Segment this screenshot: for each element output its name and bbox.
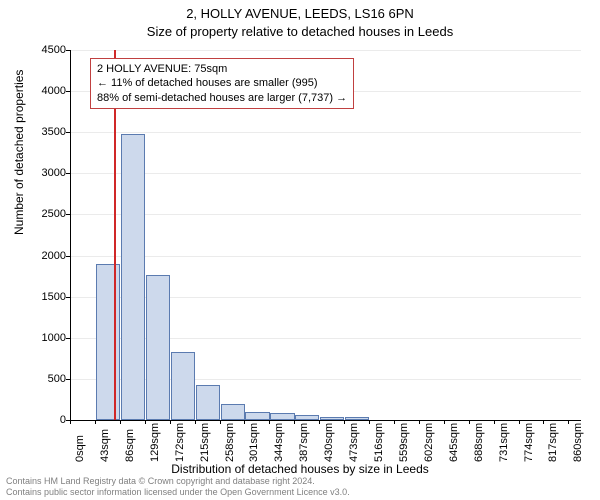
xtick-label: 688sqm (473, 423, 485, 462)
xtick-mark (220, 420, 221, 424)
ytick-label: 2500 (6, 208, 66, 220)
gridline (71, 132, 581, 133)
xtick-label: 43sqm (99, 429, 111, 462)
xtick-label: 344sqm (273, 423, 285, 462)
xtick-label: 430sqm (323, 423, 335, 462)
xtick-label: 774sqm (523, 423, 535, 462)
annotation-line2: ← 11% of detached houses are smaller (99… (97, 76, 347, 90)
histogram-bar (221, 404, 245, 420)
xtick-label: 731sqm (498, 423, 510, 462)
xtick-label: 473sqm (348, 423, 360, 462)
xtick-mark (120, 420, 121, 424)
xtick-label: 516sqm (373, 423, 385, 462)
footer-line1: Contains HM Land Registry data © Crown c… (6, 476, 350, 487)
xtick-mark (170, 420, 171, 424)
xtick-mark (145, 420, 146, 424)
xtick-label: 817sqm (547, 423, 559, 462)
xtick-label: 645sqm (448, 423, 460, 462)
chart-title-line2: Size of property relative to detached ho… (0, 24, 600, 39)
gridline (71, 256, 581, 257)
xtick-mark (294, 420, 295, 424)
histogram-bar (146, 275, 170, 420)
xtick-label: 215sqm (199, 423, 211, 462)
ytick-label: 2000 (6, 250, 66, 262)
xtick-mark (195, 420, 196, 424)
xtick-mark (444, 420, 445, 424)
histogram-bar (320, 417, 344, 420)
gridline (71, 50, 581, 51)
histogram-bar (171, 352, 195, 420)
xtick-mark (568, 420, 569, 424)
histogram-bar (345, 417, 369, 420)
x-axis-label: Distribution of detached houses by size … (0, 462, 600, 476)
ytick-mark (66, 379, 70, 380)
ytick-mark (66, 50, 70, 51)
footer-attribution: Contains HM Land Registry data © Crown c… (6, 476, 350, 498)
annotation-line1: 2 HOLLY AVENUE: 75sqm (97, 62, 347, 76)
xtick-mark (494, 420, 495, 424)
ytick-label: 0 (6, 414, 66, 426)
xtick-mark (269, 420, 270, 424)
xtick-mark (369, 420, 370, 424)
histogram-bar (245, 412, 269, 420)
histogram-bar (270, 413, 294, 420)
ytick-label: 4000 (6, 85, 66, 97)
ytick-label: 500 (6, 373, 66, 385)
ytick-mark (66, 91, 70, 92)
xtick-mark (95, 420, 96, 424)
ytick-label: 3500 (6, 126, 66, 138)
xtick-label: 559sqm (398, 423, 410, 462)
xtick-label: 129sqm (149, 423, 161, 462)
xtick-label: 0sqm (74, 435, 86, 462)
xtick-mark (244, 420, 245, 424)
xtick-label: 172sqm (174, 423, 186, 462)
gridline (71, 173, 581, 174)
xtick-label: 258sqm (224, 423, 236, 462)
xtick-label: 387sqm (298, 423, 310, 462)
xtick-mark (419, 420, 420, 424)
ytick-mark (66, 338, 70, 339)
histogram-chart: 2, HOLLY AVENUE, LEEDS, LS16 6PN Size of… (0, 0, 600, 500)
chart-title-line1: 2, HOLLY AVENUE, LEEDS, LS16 6PN (0, 6, 600, 21)
annotation-box: 2 HOLLY AVENUE: 75sqm ← 11% of detached … (90, 58, 354, 109)
xtick-label: 301sqm (248, 423, 260, 462)
xtick-label: 86sqm (124, 429, 136, 462)
ytick-mark (66, 214, 70, 215)
ytick-label: 1500 (6, 291, 66, 303)
ytick-label: 4500 (6, 44, 66, 56)
xtick-mark (70, 420, 71, 424)
xtick-mark (543, 420, 544, 424)
ytick-label: 3000 (6, 167, 66, 179)
ytick-mark (66, 132, 70, 133)
xtick-mark (469, 420, 470, 424)
ytick-mark (66, 297, 70, 298)
xtick-mark (519, 420, 520, 424)
gridline (71, 214, 581, 215)
xtick-mark (394, 420, 395, 424)
xtick-mark (344, 420, 345, 424)
footer-line2: Contains public sector information licen… (6, 487, 350, 498)
annotation-line3: 88% of semi-detached houses are larger (… (97, 91, 347, 105)
ytick-label: 1000 (6, 332, 66, 344)
histogram-bar (121, 134, 145, 420)
histogram-bar (196, 385, 220, 420)
xtick-label: 602sqm (423, 423, 435, 462)
xtick-mark (319, 420, 320, 424)
ytick-mark (66, 173, 70, 174)
ytick-mark (66, 256, 70, 257)
histogram-bar (295, 415, 319, 420)
xtick-label: 860sqm (572, 423, 584, 462)
